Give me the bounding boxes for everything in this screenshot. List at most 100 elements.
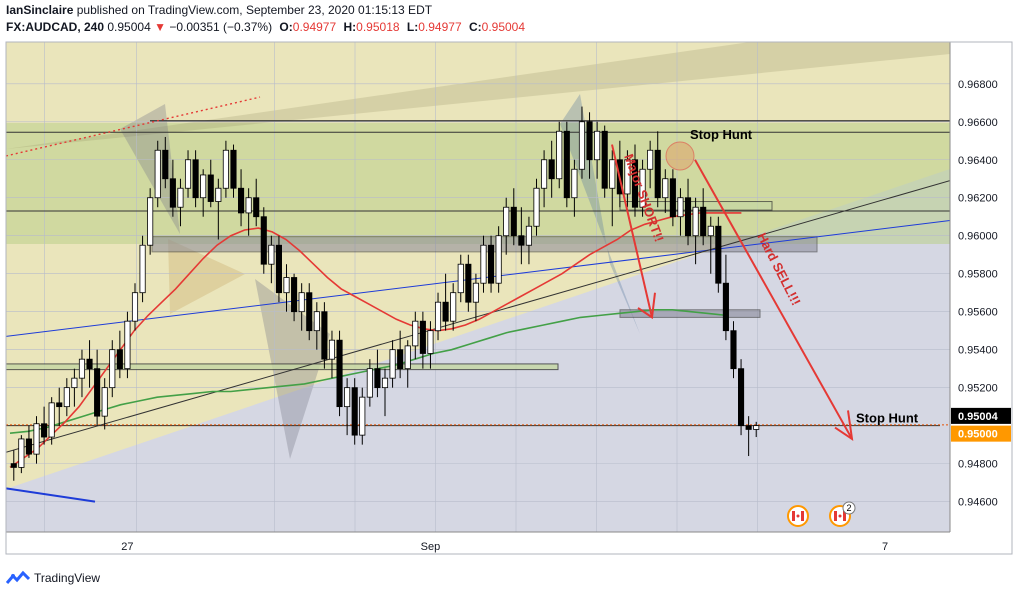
price-tick-label: 0.95200 xyxy=(958,383,998,395)
candle-body xyxy=(578,121,586,170)
candle-body xyxy=(147,197,154,246)
chart-header: IanSinclaire published on TradingView.co… xyxy=(6,2,1006,36)
harmonic-pattern xyxy=(168,239,245,314)
candle-body xyxy=(63,387,70,408)
candle xyxy=(722,254,729,341)
candle-body xyxy=(291,277,298,313)
tradingview-brand[interactable]: TradingView xyxy=(34,571,101,585)
candle-body xyxy=(154,149,161,199)
candle xyxy=(753,421,760,438)
candle xyxy=(594,121,601,179)
candle xyxy=(56,387,63,426)
quote-line: FX:AUDCAD, 240 0.95004 ▼ −0.00351 (−0.37… xyxy=(6,18,1006,36)
low-value: 0.94977 xyxy=(418,20,462,34)
candle-body xyxy=(753,425,760,430)
stop-hunt-label-bottom: Stop Hunt xyxy=(856,411,919,426)
candle xyxy=(268,235,275,284)
maple-leaf-icon xyxy=(838,514,842,518)
canada-flag-icon[interactable]: 2 xyxy=(829,501,856,527)
candle xyxy=(503,197,510,255)
trend-line xyxy=(6,487,96,503)
candle xyxy=(200,169,207,217)
candle xyxy=(86,340,93,388)
candle xyxy=(238,169,245,227)
drawing-layer xyxy=(6,42,950,489)
candle xyxy=(306,283,313,341)
candle xyxy=(389,340,396,388)
time-tick-label: Sep xyxy=(421,541,441,553)
candle-body xyxy=(109,349,116,389)
candle xyxy=(321,302,328,369)
candle-body xyxy=(245,197,252,214)
candle-body xyxy=(480,244,487,284)
candle-body xyxy=(56,402,63,408)
candle-body xyxy=(192,159,199,199)
high-value: 0.95018 xyxy=(356,20,400,34)
candle-body xyxy=(442,301,449,322)
candle-body xyxy=(124,320,131,370)
candle xyxy=(71,368,78,407)
author-name[interactable]: IanSinclaire xyxy=(6,3,74,17)
footer: TradingView xyxy=(6,568,100,588)
candle-body xyxy=(427,330,434,354)
candle-body xyxy=(738,368,745,427)
candle xyxy=(147,188,154,255)
candle-body xyxy=(450,292,457,322)
short-arrow xyxy=(611,144,653,318)
canada-flag-icon[interactable] xyxy=(787,505,809,527)
candle xyxy=(253,178,260,227)
time-tick-label: 27 xyxy=(121,541,133,553)
candle xyxy=(25,425,32,458)
candle-body xyxy=(71,377,78,389)
economic-events[interactable]: 2 xyxy=(787,501,856,527)
candle xyxy=(738,359,745,436)
candle xyxy=(291,273,298,322)
candle xyxy=(548,140,555,198)
candle-body xyxy=(609,159,616,189)
candle-body xyxy=(745,425,752,430)
candle-body xyxy=(283,277,290,294)
candle xyxy=(162,136,169,189)
candle xyxy=(116,330,123,379)
candle xyxy=(669,169,676,227)
candle-body xyxy=(215,187,222,202)
candle xyxy=(260,207,267,274)
price-tick-label: 0.95800 xyxy=(958,269,998,281)
short-arrow-head xyxy=(637,292,656,320)
candle-body xyxy=(434,301,442,332)
price-tick-label: 0.96800 xyxy=(958,79,998,91)
candle-body xyxy=(541,159,548,189)
candle xyxy=(131,283,139,331)
candle-body xyxy=(472,282,479,303)
candle xyxy=(533,178,540,236)
low-label: L: xyxy=(406,20,419,34)
candle xyxy=(177,178,184,227)
price-chart[interactable]: 0.96800 0.96600 0.96400 0.96200 0.96000 0.958… xyxy=(0,34,1018,562)
candle xyxy=(692,197,699,265)
candle xyxy=(192,150,199,208)
candle-body xyxy=(381,377,389,389)
stop-hunt-label-top: Stop Hunt xyxy=(690,127,753,142)
time-tick-label: 7 xyxy=(882,541,888,553)
candle-body xyxy=(336,339,343,408)
symbol-label[interactable]: FX:AUDCAD, 240 xyxy=(6,20,105,34)
candle-body xyxy=(397,349,404,370)
candle xyxy=(563,121,570,208)
candle xyxy=(10,450,17,481)
candle-body xyxy=(563,130,570,199)
candle xyxy=(215,178,222,240)
candle-body xyxy=(351,387,358,436)
candle xyxy=(518,207,525,265)
candle xyxy=(313,302,320,350)
candle-body xyxy=(465,263,472,303)
time-axis[interactable]: 27Sep713:001413:002113:0028 xyxy=(121,541,1018,553)
tradingview-logo-icon[interactable] xyxy=(6,570,30,586)
candle-body xyxy=(328,339,336,360)
wedge-support-line xyxy=(6,180,950,453)
candle-body xyxy=(116,349,123,370)
price-axis[interactable]: 0.96800 0.96600 0.96400 0.96200 0.96000 0.958… xyxy=(951,79,1011,509)
candle xyxy=(351,378,358,445)
candle-body xyxy=(412,320,419,347)
candle xyxy=(154,140,161,208)
candle-body xyxy=(662,178,669,199)
